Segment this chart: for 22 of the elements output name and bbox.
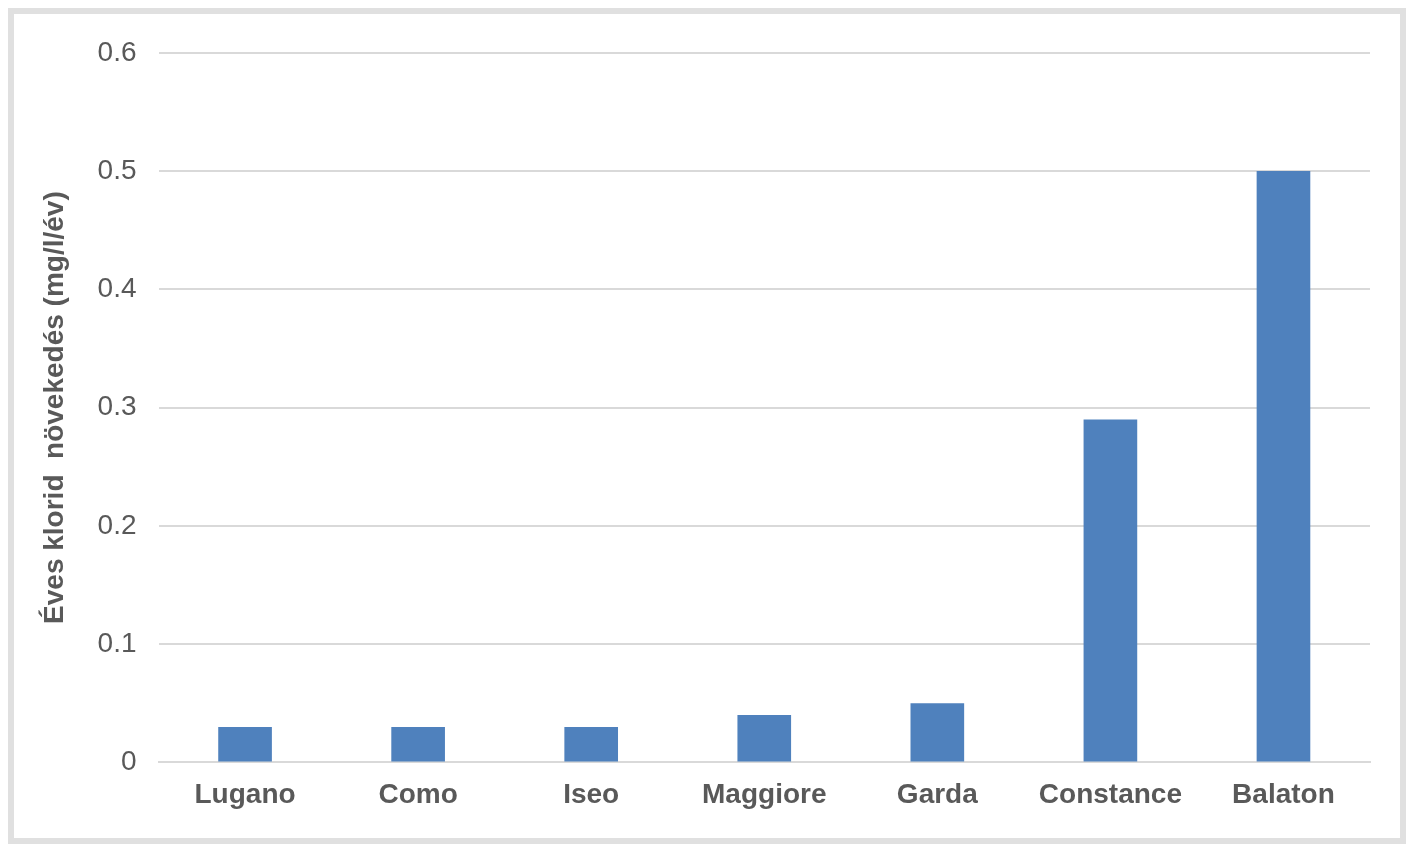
y-axis-title: Éves klorid növekedés (mg/l/év) [37,191,69,624]
bar [218,726,272,762]
y-tick-label: 0.1 [97,626,137,658]
x-tick-label: Constance [1038,777,1182,809]
y-tick-label: 0.3 [97,390,137,422]
bar [391,726,445,762]
x-tick-label: Balaton [1232,777,1335,809]
y-tick-label: 0.5 [97,153,137,185]
x-tick-label: Garda [896,777,979,809]
y-tick-label: 0 [120,745,137,777]
x-tick-label: Maggiore [702,777,827,809]
bar [910,703,965,762]
bar [1083,419,1138,762]
x-tick-label: Como [378,777,458,809]
bar [1256,171,1311,762]
bar [564,726,619,762]
y-tick-label: 0.2 [97,508,137,540]
y-tick-label: 0.6 [97,35,137,67]
bar [737,715,792,762]
x-tick-label: Iseo [563,777,620,809]
y-tick-label: 0.4 [97,272,137,304]
x-tick-label: Lugano [194,777,296,809]
